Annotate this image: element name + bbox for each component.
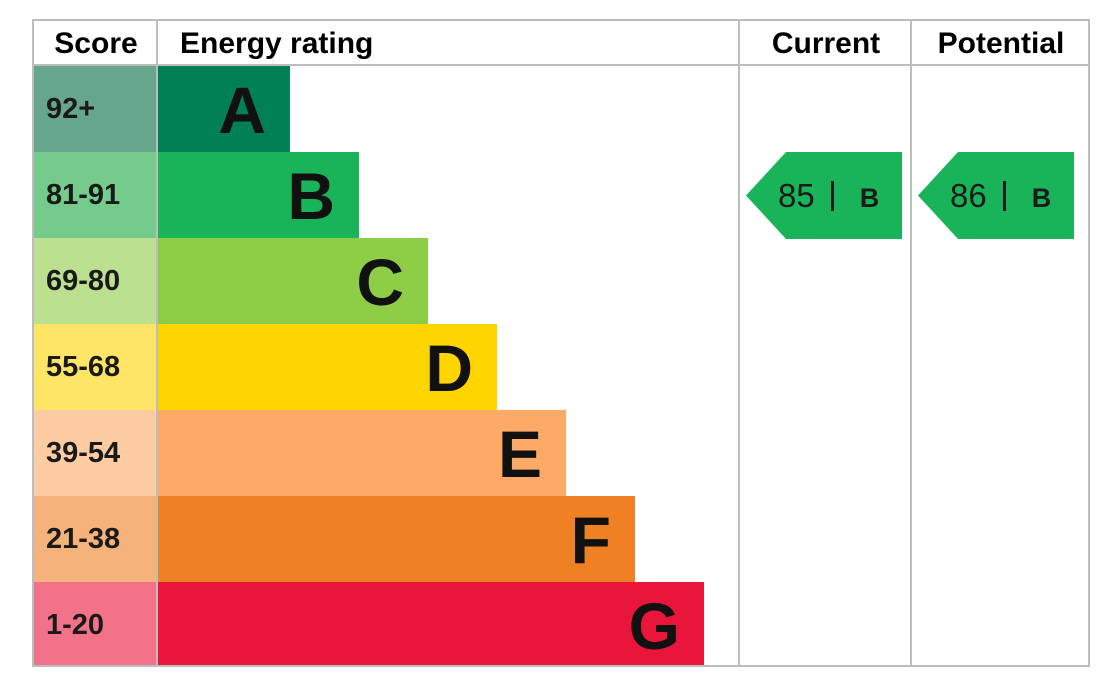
band-row-d: 55-68 D (34, 324, 738, 410)
energy-rating-header: Energy rating (180, 27, 374, 60)
potential-score-value: 86 (950, 177, 987, 214)
band-score-range-f: 21-38 (34, 496, 157, 582)
band-score-range-b: 81-91 (34, 152, 157, 238)
current-arrow-label: 85 B (778, 152, 879, 239)
potential-header: Potential (937, 27, 1065, 60)
potential-arrow-label: 86 B (950, 152, 1051, 239)
band-bar-d: D (157, 324, 497, 410)
band-letter-d: D (425, 331, 473, 405)
band-letter-b: B (287, 159, 335, 233)
band-score-range-c: 69-80 (34, 238, 157, 324)
band-letter-e: E (497, 417, 542, 491)
potential-arrow-separator (1002, 181, 1006, 211)
band-row-c: 69-80 C (34, 238, 738, 324)
band-row-a: 92+ A (34, 66, 738, 152)
band-row-e: 39-54 E (34, 410, 738, 496)
band-bar-b: B (157, 152, 359, 238)
potential-band-letter: B (1031, 183, 1052, 213)
band-letter-c: C (356, 245, 404, 319)
score-header: Score (54, 27, 138, 60)
potential-arrow-shape (918, 152, 1074, 239)
column-divider-current (910, 21, 912, 665)
band-bar-g: G (157, 582, 704, 665)
current-arrow-separator (830, 181, 834, 211)
band-bar-f: F (157, 496, 635, 582)
band-score-range-a: 92+ (34, 66, 157, 152)
current-header: Current (771, 27, 881, 60)
band-score-range-e: 39-54 (34, 410, 157, 496)
band-row-b: 81-91 B (34, 152, 738, 238)
header-divider (34, 64, 1088, 66)
energy-rating-chart: Score Energy rating Current Potential 92… (32, 19, 1090, 667)
band-score-range-d: 55-68 (34, 324, 157, 410)
column-divider-rating (738, 21, 740, 665)
band-bar-c: C (157, 238, 428, 324)
band-row-f: 21-38 F (34, 496, 738, 582)
band-bar-e: E (157, 410, 566, 496)
band-row-g: 1-20 G (34, 582, 738, 665)
band-letter-g: G (628, 589, 680, 663)
current-band-letter: B (859, 183, 880, 213)
band-bar-a: A (157, 66, 290, 152)
band-letter-a: A (218, 73, 266, 147)
column-divider-score (156, 21, 158, 665)
current-arrow-shape (746, 152, 902, 239)
current-score-value: 85 (778, 177, 815, 214)
band-letter-f: F (570, 503, 611, 577)
band-score-range-g: 1-20 (34, 582, 157, 665)
